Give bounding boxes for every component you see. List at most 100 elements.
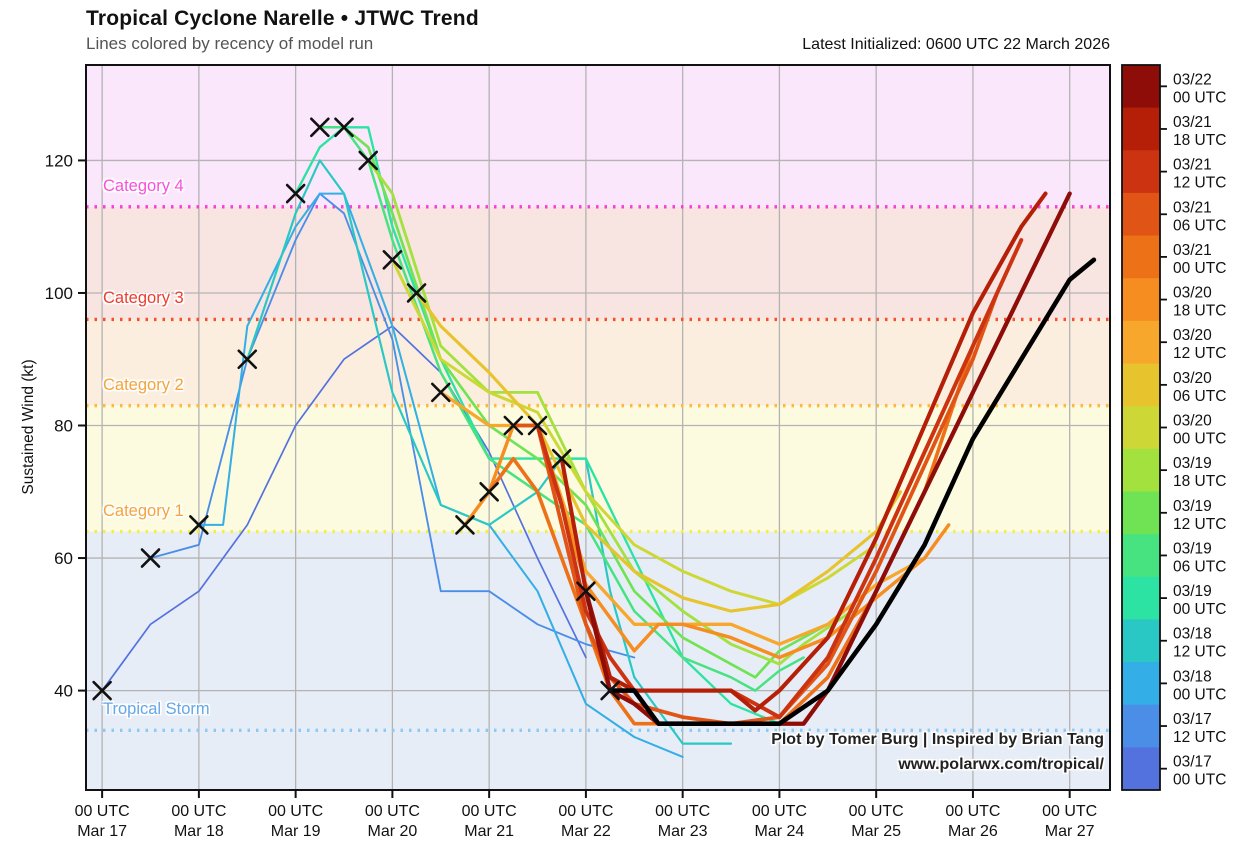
colorbar-segment [1122, 192, 1160, 237]
colorbar-label-date: 03/19 [1173, 583, 1212, 600]
series-line [511, 291, 999, 726]
x-tick-label: Mar 19 [271, 823, 321, 840]
colorbar-label-date: 03/20 [1173, 285, 1212, 302]
observed-x-marker [310, 117, 330, 138]
colorbar-label-time: 12 UTC [1173, 729, 1226, 746]
y-tick-label: 80 [54, 417, 73, 436]
colorbar-label-time: 12 UTC [1173, 345, 1226, 362]
x-tick-label: 00 UTC [365, 803, 420, 820]
colorbar-segment [1122, 65, 1160, 109]
x-tick-label: 00 UTC [558, 803, 613, 820]
colorbar-label-time: 12 UTC [1173, 644, 1226, 661]
observed-markers [92, 117, 620, 701]
x-tick-label: Mar 17 [77, 823, 127, 840]
observed-x-marker [140, 548, 161, 568]
colorbar-label-time: 00 UTC [1173, 89, 1226, 106]
y-tick-label: 120 [45, 151, 73, 170]
colorbar-segment [1122, 619, 1160, 663]
x-tick-label: Mar 27 [1045, 823, 1095, 840]
category-band [86, 206, 1110, 320]
category-band [86, 65, 1110, 207]
series-line [366, 158, 854, 666]
colorbar-segment [1122, 704, 1160, 748]
colorbar-segment [1122, 491, 1160, 535]
colorbar-label-date: 03/21 [1173, 242, 1212, 259]
colorbar-segment [1122, 747, 1160, 791]
series-line [535, 238, 1024, 720]
observed-x-marker [527, 415, 548, 436]
colorbar-label-date: 03/21 [1173, 114, 1212, 131]
observed-x-marker [503, 415, 524, 436]
colorbar-segment [1122, 534, 1160, 578]
colorbar-label-date: 03/17 [1173, 754, 1212, 771]
colorbar-label-time: 00 UTC [1173, 772, 1226, 789]
colorbar-label-date: 03/17 [1173, 711, 1212, 728]
observed-x-marker [479, 481, 499, 502]
colorbar-segment [1122, 235, 1160, 279]
observed-x-marker [334, 117, 354, 138]
plot-border [85, 64, 1111, 791]
colorbar-label-date: 03/20 [1173, 370, 1212, 387]
x-tick-label: Mar 21 [464, 823, 514, 840]
observed-x-marker [600, 680, 620, 701]
series-line [390, 258, 878, 606]
chart-subtitle: Lines colored by recency of model run [86, 34, 374, 53]
colorbar-label-date: 03/21 [1173, 199, 1212, 216]
colorbar-label-time: 00 UTC [1173, 260, 1226, 277]
observed-x-marker [285, 183, 306, 204]
colorbar-segment [1122, 363, 1160, 407]
series-line [101, 325, 587, 692]
y-tick-label: 100 [45, 284, 73, 303]
x-tick-label: Mar 20 [367, 823, 417, 840]
axis-ticks: 40 60 80 100 120 00 UTC Mar 17 00 UTC Mar 18 00 U… [45, 151, 1098, 840]
colorbar-segment [1122, 406, 1160, 450]
observed-x-marker [455, 515, 475, 535]
observed-x-marker [576, 581, 596, 601]
model-run-lines [101, 125, 1097, 758]
colorbar-label-date: 03/19 [1173, 540, 1212, 557]
colorbar-segment [1122, 278, 1160, 322]
colorbar-segment [1122, 576, 1160, 620]
colorbar-label-time: 06 UTC [1173, 217, 1226, 234]
colorbar-label-time: 00 UTC [1173, 431, 1226, 448]
x-tick-label: Mar 22 [561, 823, 611, 840]
observed-x-marker [406, 283, 427, 303]
series-line [246, 159, 733, 745]
colorbar-label-time: 18 UTC [1173, 303, 1226, 320]
x-tick-label: 00 UTC [655, 803, 710, 820]
observed-x-marker [430, 382, 451, 403]
colorbar-label-date: 03/19 [1173, 498, 1212, 515]
x-tick-label: Mar 23 [658, 823, 708, 840]
x-tick-label: 00 UTC [268, 803, 323, 820]
x-tick-label: 00 UTC [75, 803, 130, 820]
colorbar-segment [1122, 320, 1160, 365]
x-tick-label: 00 UTC [171, 803, 226, 820]
observed-x-marker [92, 680, 112, 701]
observed-x-marker [237, 349, 258, 370]
series-line [607, 257, 1097, 727]
category-label: Category 2 [103, 375, 184, 394]
category-label: Category 3 [103, 289, 184, 308]
x-tick-label: Mar 26 [948, 823, 998, 840]
observed-x-marker [382, 250, 403, 270]
colorbar-label-time: 18 UTC [1173, 473, 1226, 490]
colorbar-label-time: 06 UTC [1173, 558, 1226, 575]
colorbar-segment [1122, 107, 1160, 151]
colorbar-label-date: 03/20 [1173, 327, 1212, 344]
attribution-line2: www.polarwx.com/tropical/ [898, 756, 1104, 773]
colorbar-label-date: 03/18 [1173, 626, 1212, 643]
observed-x-marker [551, 448, 572, 469]
page-title: Tropical Cyclone Narelle • JTWC Trend [86, 7, 479, 30]
x-tick-label: 00 UTC [1042, 803, 1097, 820]
x-tick-label: Mar 25 [851, 823, 901, 840]
series-line [342, 125, 830, 679]
category-label: Category 1 [103, 501, 184, 520]
colorbar-label-time: 12 UTC [1173, 175, 1226, 192]
series-line [559, 191, 1048, 713]
colorbar-label-time: 00 UTC [1173, 686, 1226, 703]
colorbar-label-time: 12 UTC [1173, 516, 1226, 533]
colorbar-segment [1122, 662, 1160, 706]
